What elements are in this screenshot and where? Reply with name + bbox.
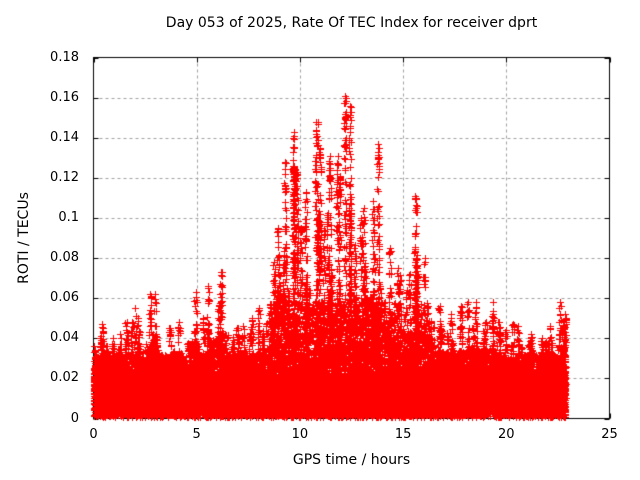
x-tick-label: 20 — [498, 427, 515, 442]
chart-title: Day 053 of 2025, Rate Of TEC Index for r… — [165, 15, 538, 31]
x-tick-label: 0 — [89, 427, 98, 442]
y-tick-label: 0.08 — [50, 250, 79, 266]
x-axis-label: GPS time / hours — [292, 452, 411, 468]
y-tick-label: 0.12 — [50, 169, 79, 185]
x-tick-label: 10 — [291, 427, 309, 442]
y-tick-label: 0.02 — [50, 370, 79, 386]
y-tick-label: 0.1 — [58, 209, 79, 225]
x-tick-label: 5 — [192, 427, 201, 442]
y-tick-label: 0.06 — [50, 290, 79, 306]
y-tick-label: 0 — [70, 410, 79, 426]
x-tick-label: 25 — [601, 427, 618, 442]
y-tick-label: 0.18 — [50, 49, 79, 65]
x-tick-label: 15 — [394, 427, 412, 442]
y-tick-label: 0.04 — [50, 330, 79, 346]
y-axis-label-text: ROTI / TECUs — [16, 192, 32, 284]
y-tick-label: 0.16 — [50, 89, 79, 105]
y-tick-label: 0.14 — [50, 129, 79, 145]
